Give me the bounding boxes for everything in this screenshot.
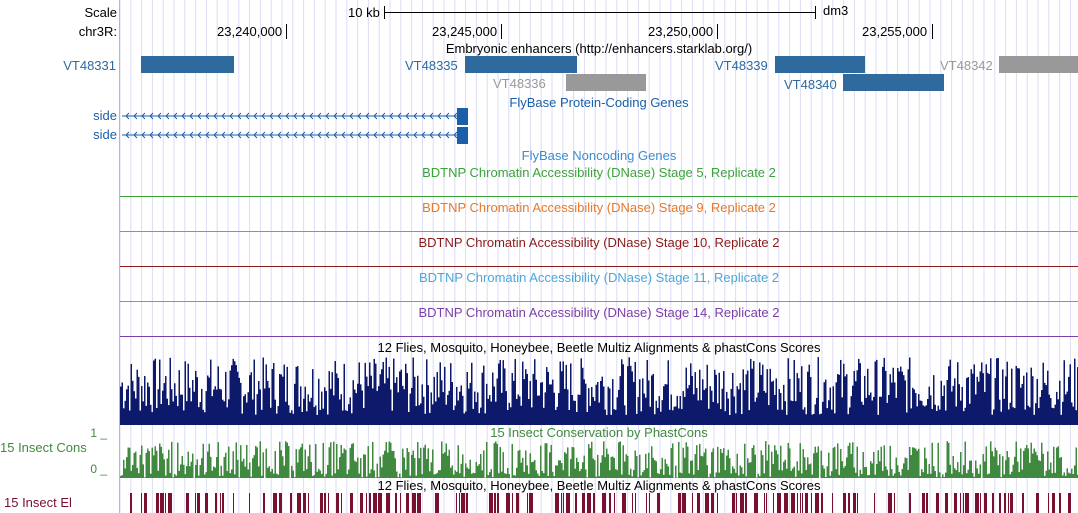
browser-track-area[interactable]: 10 kb dm3 23,240,000 23,245,000 23,250,0… [120, 0, 1078, 513]
assembly-label: dm3 [823, 3, 849, 18]
dnase-stage11-signal[interactable] [120, 301, 1078, 302]
chrom-label: chr3R: [78, 24, 117, 39]
scale-bar-right-tick [815, 6, 816, 19]
enhancer-block-vt48339[interactable] [775, 56, 865, 73]
gene-label-side-1[interactable]: side [93, 108, 117, 123]
cons-scale-min: 0 _ [90, 462, 107, 476]
noncoding-track-title[interactable]: FlyBase Noncoding Genes [521, 148, 677, 163]
enhancers-track-title[interactable]: Embryonic enhancers (http://enhancers.st… [445, 41, 753, 56]
dnase-stage10-title[interactable]: BDTNP Chromatin Accessibility (DNase) St… [418, 235, 780, 250]
track-labels-panel: Scale chr3R: VT48331 side side 1 _ 15 In… [0, 0, 119, 513]
multiz-track-title[interactable]: 12 Flies, Mosquito, Honeybee, Beetle Mul… [377, 340, 821, 355]
ruler-tick-label-1: 23,240,000 [217, 24, 283, 39]
enhancer-block-vt48335[interactable] [465, 56, 577, 73]
scale-bar-line [384, 12, 816, 13]
scale-bar-text: 10 kb [348, 5, 380, 20]
enhancer-label-vt48331[interactable]: VT48331 [63, 58, 116, 73]
ruler-tick-label-3: 23,250,000 [648, 24, 714, 39]
insect-cons-track-title[interactable]: 15 Insect Conservation by PhastCons [490, 425, 708, 440]
ruler-tick-3 [717, 24, 718, 39]
dnase-stage14-signal[interactable] [120, 336, 1078, 337]
multiz2-track-title[interactable]: 12 Flies, Mosquito, Honeybee, Beetle Mul… [377, 478, 821, 493]
dnase-stage5-title[interactable]: BDTNP Chromatin Accessibility (DNase) St… [422, 165, 776, 180]
scale-label: Scale [84, 5, 117, 20]
scale-bar-left-tick [384, 6, 385, 19]
gene-side-models[interactable] [120, 108, 480, 144]
enhancer-label-vt48339[interactable]: VT48339 [715, 58, 768, 73]
enhancer-label-vt48342[interactable]: VT48342 [940, 58, 993, 73]
conserved-elements-track[interactable] [120, 493, 1078, 513]
multiz-conservation-plot[interactable] [120, 355, 1078, 425]
dnase-stage11-title[interactable]: BDTNP Chromatin Accessibility (DNase) St… [418, 270, 780, 285]
ruler-tick-1 [286, 24, 287, 39]
protein-genes-track-title[interactable]: FlyBase Protein-Coding Genes [509, 95, 689, 110]
ruler-tick-label-4: 23,255,000 [862, 24, 928, 39]
insect-cons-label[interactable]: 15 Insect Cons [0, 440, 87, 455]
dnase-stage5-signal[interactable] [120, 196, 1078, 197]
enhancer-block-vt48331[interactable] [141, 56, 234, 73]
ruler-tick-4 [932, 24, 933, 39]
enhancer-label-vt48340[interactable]: VT48340 [784, 77, 837, 92]
enhancer-block-vt48340[interactable] [843, 74, 944, 91]
ruler-tick-2 [501, 24, 502, 39]
enhancer-label-vt48336[interactable]: VT48336 [493, 76, 546, 91]
enhancer-block-vt48336[interactable] [566, 74, 646, 91]
cons-scale-max: 1 _ [90, 426, 107, 440]
dnase-stage14-title[interactable]: BDTNP Chromatin Accessibility (DNase) St… [418, 305, 780, 320]
phastcons-plot[interactable] [120, 440, 1078, 478]
enhancer-label-vt48335[interactable]: VT48335 [405, 58, 458, 73]
insect-el-label[interactable]: 15 Insect El [4, 495, 72, 510]
dnase-stage9-signal[interactable] [120, 231, 1078, 232]
ruler-tick-label-2: 23,245,000 [432, 24, 498, 39]
dnase-stage10-signal[interactable] [120, 266, 1078, 267]
gene-label-side-2[interactable]: side [93, 127, 117, 142]
dnase-stage9-title[interactable]: BDTNP Chromatin Accessibility (DNase) St… [422, 200, 776, 215]
enhancer-block-vt48342[interactable] [999, 56, 1078, 73]
